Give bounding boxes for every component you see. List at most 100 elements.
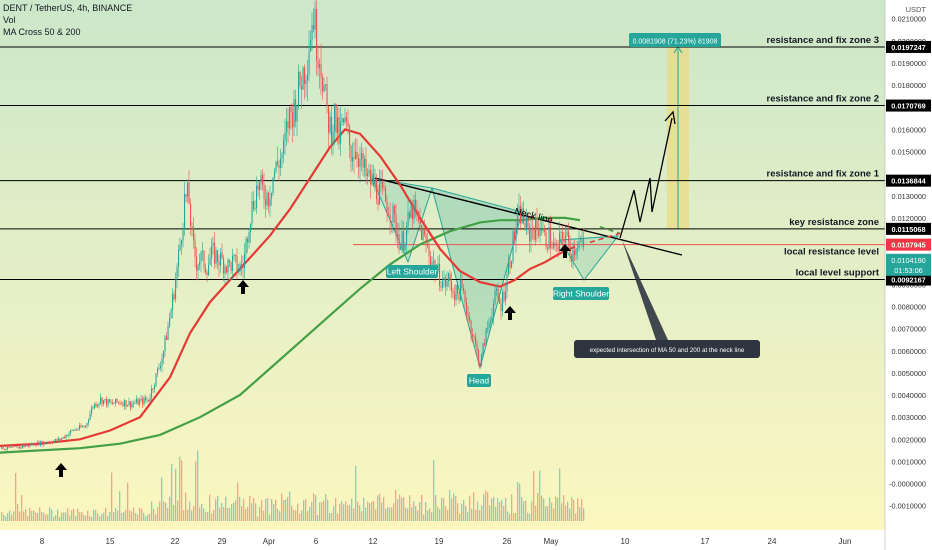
candle-body	[172, 293, 174, 310]
volume-bar	[297, 503, 299, 521]
volume-bar	[217, 496, 219, 521]
candle-body	[353, 157, 355, 159]
volume-bar	[369, 503, 371, 521]
candle-body	[298, 72, 300, 106]
volume-bar	[135, 513, 137, 521]
volume-bar	[503, 505, 505, 521]
candle-body	[98, 403, 100, 405]
volume-bar	[429, 508, 431, 521]
time-tick-label: 26	[503, 537, 512, 546]
candle-body	[188, 182, 190, 204]
candle-body	[227, 260, 229, 273]
volume-bar	[229, 507, 231, 521]
candle-body	[82, 426, 84, 428]
volume-bar	[483, 494, 485, 521]
volume-bar	[417, 510, 419, 521]
volume-bar	[421, 494, 423, 521]
candle-body	[169, 318, 171, 327]
time-tick-label: 22	[171, 537, 180, 546]
volume-bar	[131, 511, 133, 521]
volume-bar	[77, 508, 79, 521]
volume-bar	[411, 507, 413, 521]
candle-body	[17, 446, 19, 449]
volume-bar	[107, 515, 109, 521]
candle-body	[254, 208, 256, 209]
volume-bar	[293, 510, 295, 521]
candle-body	[562, 231, 564, 240]
volume-bar	[529, 513, 531, 521]
candle-body	[475, 336, 477, 344]
price-tick-label: 0.0160000	[892, 125, 927, 134]
candle-body	[265, 198, 267, 206]
candle-body	[44, 441, 46, 444]
candle-body	[362, 153, 364, 168]
candle-body	[514, 231, 516, 241]
candle-body	[485, 328, 487, 345]
volume-bar	[549, 497, 551, 521]
candle-body	[403, 231, 405, 250]
candle-body	[542, 228, 544, 232]
volume-bar	[315, 495, 317, 521]
candle-body	[166, 336, 168, 340]
volume-bar	[567, 501, 569, 521]
volume-bar	[63, 512, 65, 521]
candle-body	[409, 212, 411, 218]
candle-body	[424, 229, 426, 235]
candle-body	[530, 227, 532, 242]
price-tick-label: 0.0050000	[892, 369, 927, 378]
volume-bar	[371, 502, 373, 521]
volume-bar	[407, 508, 409, 521]
candle-body	[203, 251, 205, 269]
volume-indicator-label[interactable]: Vol	[3, 15, 16, 25]
volume-bar	[79, 512, 81, 521]
candle-body	[286, 121, 288, 133]
volume-bar	[409, 495, 411, 521]
price-tick-label: 0.0190000	[892, 59, 927, 68]
volume-bar	[427, 510, 429, 521]
volume-bar	[373, 501, 375, 521]
volume-bar	[303, 500, 305, 521]
candle-body	[85, 425, 87, 427]
candle-body	[158, 367, 160, 369]
candle-body	[214, 242, 216, 264]
candle-body	[91, 407, 93, 414]
candle-body	[206, 272, 208, 275]
level-price-text: 0.0115068	[891, 225, 925, 234]
candle-body	[124, 400, 126, 407]
volume-bar	[115, 507, 117, 521]
volume-bar	[231, 504, 233, 521]
volume-bar	[377, 495, 379, 521]
ma-cross-indicator-label[interactable]: MA Cross 50 & 200	[3, 27, 81, 37]
candle-body	[29, 444, 31, 447]
head-triangle	[431, 187, 523, 370]
candle-body	[139, 400, 141, 405]
candle-body	[256, 185, 258, 209]
level-label: key resistance zone	[789, 217, 879, 228]
volume-bar	[1, 512, 3, 521]
symbol-title[interactable]: DENT / TetherUS, 4h, BINANCE	[3, 3, 133, 13]
candle-body	[289, 106, 291, 129]
candle-body	[452, 291, 454, 294]
candle-body	[223, 258, 225, 274]
volume-bar	[265, 498, 267, 521]
candle-body	[370, 170, 372, 185]
time-tick-label: 17	[701, 537, 710, 546]
up-arrow-marker	[55, 463, 67, 477]
volume-bar	[285, 499, 287, 521]
volume-bar	[561, 503, 563, 521]
candle-body	[437, 263, 439, 271]
volume-bar	[457, 503, 459, 521]
volume-bar	[507, 511, 509, 521]
candle-body	[100, 397, 102, 403]
price-tick-label: -0.0000000	[889, 480, 926, 489]
candle-body	[550, 227, 552, 248]
candle-body	[79, 425, 81, 430]
candle-body	[532, 227, 534, 230]
candle-body	[476, 343, 478, 351]
candle-body	[131, 403, 133, 408]
candle-body	[233, 255, 235, 256]
volume-bar	[577, 497, 579, 521]
volume-bar	[123, 512, 125, 521]
volume-bar	[395, 490, 397, 521]
